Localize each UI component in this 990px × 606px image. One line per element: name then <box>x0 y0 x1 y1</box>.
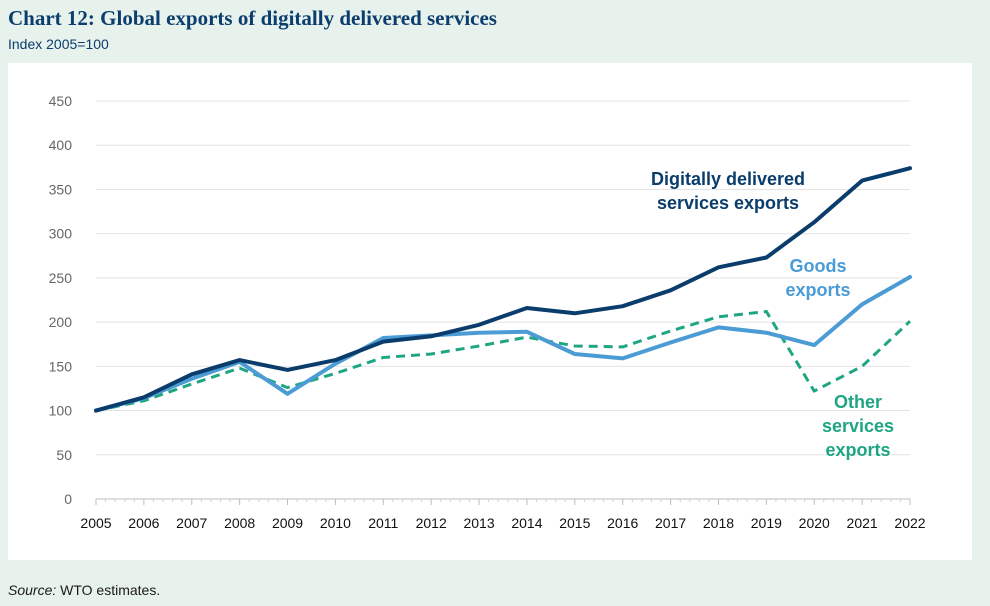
x-tick-label: 2010 <box>320 515 351 531</box>
source-label: Source: <box>8 582 57 598</box>
x-tick-label: 2022 <box>894 515 925 531</box>
annotation-other: Other <box>834 392 882 412</box>
series-annotations: Digitally delivered services exports Goods… <box>651 169 894 460</box>
x-tick-label: 2012 <box>416 515 447 531</box>
goods-series-line <box>94 275 912 413</box>
gridlines <box>96 100 910 456</box>
x-tick-label: 2008 <box>224 515 255 531</box>
x-tick-label: 2018 <box>703 515 734 531</box>
x-tick-label: 2021 <box>847 515 878 531</box>
y-tick-label: 100 <box>49 403 73 419</box>
annotation-other: services <box>822 416 894 436</box>
x-tick-label: 2007 <box>176 515 207 531</box>
x-tick-label: 2009 <box>272 515 303 531</box>
y-tick-label: 200 <box>49 314 73 330</box>
x-axis: 2005 2006 2007 2008 2009 2010 2011 2012 2013 2014… <box>80 498 926 531</box>
series-lines <box>94 166 912 413</box>
x-tick-label: 2020 <box>799 515 830 531</box>
source-text: WTO estimates. <box>56 582 161 598</box>
y-tick-label: 400 <box>49 137 73 153</box>
y-tick-label: 450 <box>49 93 73 109</box>
y-tick-label: 0 <box>64 491 72 507</box>
source-note: Source: WTO estimates. <box>8 582 160 598</box>
x-tick-label: 2017 <box>655 515 686 531</box>
line-chart: 0 50 100 150 200 250 300 350 400 450 2005 2006 2007… <box>49 93 926 531</box>
x-tick-label: 2011 <box>368 515 398 531</box>
other-series-line <box>95 310 912 413</box>
x-tick-label: 2019 <box>751 515 782 531</box>
x-tick-label: 2014 <box>511 515 542 531</box>
y-tick-label: 250 <box>49 270 73 286</box>
chart-subtitle: Index 2005=100 <box>8 36 109 52</box>
chart-panel: 0 50 100 150 200 250 300 350 400 450 2005 2006 2007… <box>8 63 972 560</box>
annotation-digital: services exports <box>657 193 799 213</box>
y-tick-label: 350 <box>49 181 73 197</box>
y-tick-label: 50 <box>56 447 72 463</box>
y-tick-label: 300 <box>49 226 73 242</box>
annotation-goods: Goods <box>790 256 847 276</box>
chart-title: Chart 12: Global exports of digitally de… <box>8 6 497 30</box>
x-tick-label: 2006 <box>128 515 159 531</box>
x-tick-label: 2005 <box>80 515 111 531</box>
annotation-other: exports <box>825 440 890 460</box>
y-axis: 0 50 100 150 200 250 300 350 400 450 <box>49 93 73 507</box>
x-tick-label: 2016 <box>607 515 638 531</box>
y-tick-label: 150 <box>49 358 73 374</box>
digital-series-line <box>94 166 912 413</box>
x-tick-label: 2015 <box>559 515 590 531</box>
x-tick-label: 2013 <box>463 515 494 531</box>
annotation-digital: Digitally delivered <box>651 169 805 189</box>
annotation-goods: exports <box>785 280 850 300</box>
